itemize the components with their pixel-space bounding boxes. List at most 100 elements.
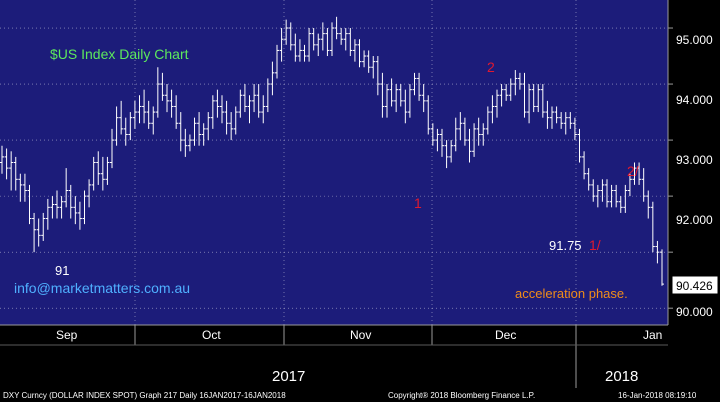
ohlc-bar bbox=[77, 201, 82, 230]
annotation-wave-1-prime: 1/ bbox=[589, 237, 601, 253]
ohlc-bar bbox=[343, 28, 348, 51]
ohlc-bar bbox=[660, 249, 664, 286]
ohlc-bar bbox=[568, 112, 573, 129]
ohlc-bar bbox=[302, 44, 307, 62]
month-label-nov: Nov bbox=[350, 328, 371, 342]
ohlc-bar bbox=[627, 173, 632, 197]
ohlc-bar bbox=[169, 89, 174, 118]
annotation-level: 91.75 bbox=[549, 238, 582, 253]
ohlc-bar bbox=[55, 190, 59, 219]
ohlc-bar bbox=[284, 19, 289, 45]
month-label-dec: Dec bbox=[495, 328, 516, 342]
ohlc-bar bbox=[595, 184, 600, 208]
ohlc-bar bbox=[18, 173, 23, 202]
y-tick-label: 92.000 bbox=[676, 213, 713, 227]
ohlc-bar bbox=[609, 184, 614, 208]
price-bars bbox=[0, 16, 664, 286]
ohlc-bar bbox=[591, 179, 596, 202]
ohlc-bar bbox=[366, 50, 371, 73]
ohlc-bar bbox=[334, 16, 339, 40]
ohlc-bar bbox=[586, 168, 591, 191]
ohlc-bar bbox=[641, 168, 646, 202]
ohlc-bar bbox=[297, 39, 302, 62]
ohlc-bar bbox=[605, 179, 609, 208]
footer-copyright: Copyright® 2018 Bloomberg Finance L.P. bbox=[388, 391, 535, 400]
ohlc-bar bbox=[430, 123, 435, 146]
ohlc-bar bbox=[320, 22, 325, 51]
ohlc-bar bbox=[270, 61, 275, 96]
ohlc-bar bbox=[550, 106, 554, 129]
ohlc-bar bbox=[540, 84, 545, 118]
ohlc-bar bbox=[82, 190, 87, 225]
ohlc-bar bbox=[151, 106, 156, 135]
ohlc-bar bbox=[32, 212, 37, 253]
ohlc-bar bbox=[261, 95, 266, 124]
ohlc-bar bbox=[339, 28, 344, 45]
ohlc-bar bbox=[256, 84, 261, 118]
annotation-low-sep: 91 bbox=[55, 263, 69, 278]
ohlc-bar bbox=[45, 198, 50, 230]
ohlc-bar bbox=[632, 162, 637, 185]
ohlc-bar bbox=[155, 67, 160, 118]
axis-background bbox=[668, 0, 720, 325]
ohlc-bar bbox=[119, 100, 124, 135]
ohlc-bar bbox=[197, 112, 202, 146]
ohlc-bar bbox=[220, 95, 224, 124]
ohlc-bar bbox=[618, 196, 623, 213]
ohlc-bar bbox=[545, 100, 550, 129]
ohlc-bar bbox=[13, 156, 18, 191]
ohlc-bar bbox=[325, 28, 330, 57]
ohlc-bar bbox=[96, 151, 101, 185]
ohlc-bar bbox=[572, 117, 577, 141]
ohlc-bar bbox=[650, 201, 655, 253]
ohlc-bar bbox=[183, 128, 188, 157]
ohlc-bar bbox=[527, 84, 532, 124]
ohlc-bar bbox=[50, 196, 55, 219]
ohlc-bar bbox=[9, 151, 14, 191]
ohlc-bar bbox=[178, 112, 183, 152]
ohlc-bar bbox=[444, 140, 449, 169]
ohlc-bar bbox=[449, 140, 454, 163]
ohlc-bar bbox=[421, 84, 426, 113]
ohlc-bar bbox=[210, 95, 215, 129]
ohlc-bar bbox=[252, 84, 257, 113]
ohlc-bar bbox=[362, 50, 367, 68]
ohlc-bar bbox=[380, 72, 385, 118]
ohlc-bar bbox=[275, 44, 279, 79]
ohlc-bar bbox=[279, 28, 284, 62]
year-label-2017: 2017 bbox=[272, 368, 305, 385]
ohlc-bar bbox=[36, 218, 41, 247]
month-label-jan: Jan bbox=[643, 328, 662, 342]
ohlc-bar bbox=[160, 72, 165, 101]
ohlc-bar bbox=[73, 196, 78, 225]
ohlc-bar bbox=[417, 72, 422, 101]
ohlc-bar bbox=[293, 33, 298, 62]
time-axis-background bbox=[0, 325, 720, 402]
ohlc-bar bbox=[27, 184, 32, 225]
y-tick-label: 95.000 bbox=[676, 33, 713, 47]
ohlc-bar bbox=[485, 106, 490, 135]
ohlc-bar bbox=[238, 89, 243, 118]
ohlc-bar bbox=[142, 89, 147, 124]
ohlc-bar bbox=[128, 112, 133, 141]
ohlc-bar bbox=[655, 240, 660, 264]
ohlc-bar bbox=[385, 84, 389, 118]
ohlc-bar bbox=[192, 117, 197, 146]
ohlc-bar bbox=[375, 56, 380, 96]
ohlc-bar bbox=[600, 179, 605, 202]
ohlc-bar bbox=[435, 128, 440, 152]
month-label-sep: Sep bbox=[56, 328, 78, 342]
ohlc-bar bbox=[559, 112, 564, 129]
ohlc-bar bbox=[481, 123, 486, 146]
ohlc-bar bbox=[247, 95, 252, 124]
ohlc-bar bbox=[132, 100, 137, 129]
footer-source: DXY Curncy (DOLLAR INDEX SPOT) Graph 217… bbox=[3, 391, 286, 400]
ohlc-bar bbox=[403, 89, 408, 124]
ohlc-bar bbox=[582, 151, 587, 180]
ohlc-bar bbox=[110, 128, 114, 169]
y-tick-label: 90.000 bbox=[676, 305, 713, 319]
ohlc-bar bbox=[229, 112, 234, 141]
ohlc-bar bbox=[68, 184, 73, 219]
ohlc-bar bbox=[137, 95, 142, 124]
